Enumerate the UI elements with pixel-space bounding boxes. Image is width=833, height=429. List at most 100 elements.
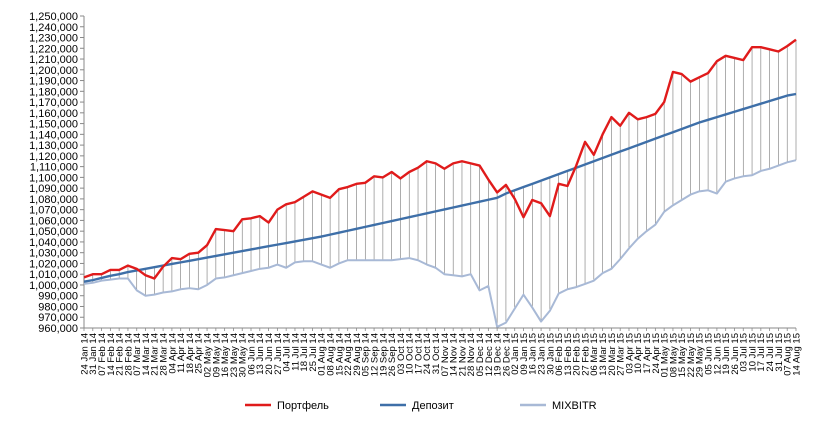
x-tick-label: 21 Mar 14 [150, 333, 161, 376]
x-tick-label: 23 Jan 15 [536, 333, 547, 375]
x-tick-label: 19 Dec 14 [493, 333, 504, 376]
y-tick-label: 1,080,000 [29, 194, 78, 206]
x-tick-label: 22 May 15 [686, 333, 697, 377]
x-tick-label: 13 Feb 15 [563, 333, 574, 376]
x-tick-label: 31 Jul 15 [774, 333, 785, 372]
y-tick-label: 1,000,000 [29, 280, 78, 292]
y-tick-label: 1,050,000 [29, 226, 78, 238]
x-tick-label: 08 May 15 [668, 333, 679, 377]
x-tick-label: 21 Nov 14 [457, 333, 468, 376]
y-tick-label: 1,120,000 [29, 151, 78, 163]
y-tick-label: 1,210,000 [29, 54, 78, 66]
x-tick-label: 07 Nov 14 [440, 333, 451, 376]
drop-lines [83, 39, 797, 327]
y-tick-label: 1,240,000 [29, 22, 78, 34]
y-tick-label: 960,000 [38, 323, 78, 335]
x-tick-label: 14 Feb 14 [106, 333, 117, 376]
y-tick-label: 980,000 [38, 301, 78, 313]
x-tick-label: 07 Feb 14 [97, 333, 108, 376]
x-tick-label: 27 Feb 15 [580, 333, 591, 376]
y-tick-label: 970,000 [38, 312, 78, 324]
x-tick-label: 18 Jul 14 [299, 333, 310, 372]
x-tick-label: 26 Dec 14 [501, 333, 512, 376]
y-tick-label: 1,250,000 [29, 11, 78, 23]
x-tick-label: 12 Dec 14 [484, 333, 495, 376]
y-tick-label: 1,220,000 [29, 43, 78, 55]
x-tick-label: 03 Oct 14 [396, 333, 407, 374]
series-line-mixbitr [83, 159, 797, 328]
y-tick-label: 1,200,000 [29, 65, 78, 77]
x-tick-label: 13 Jun 14 [255, 333, 266, 375]
y-tick-label: 1,150,000 [29, 119, 78, 131]
x-tick-label: 03 Jul 15 [739, 333, 750, 372]
x-tick-label: 15 May 15 [677, 333, 688, 377]
x-tick-label: 27 Mar 15 [616, 333, 627, 376]
x-tick-label: 06 Jun 14 [246, 333, 257, 375]
legend-label: Портфель [277, 400, 329, 412]
x-tick-label: 26 Jun 15 [730, 333, 741, 375]
y-axis: 960,000970,000980,000990,0001,000,0001,0… [29, 11, 85, 335]
x-tick-label: 29 Aug 14 [352, 333, 363, 376]
x-tick-label: 05 Sep 14 [361, 333, 372, 376]
x-tick-label: 05 Dec 14 [475, 333, 486, 376]
x-tick-label: 17 Apr 15 [642, 333, 653, 374]
x-tick-label: 19 Jun 15 [721, 333, 732, 375]
x-tick-label: 30 May 14 [238, 333, 249, 377]
x-tick-label: 02 May 14 [202, 333, 213, 377]
x-tick-label: 25 Apr 14 [194, 333, 205, 374]
y-tick-label: 990,000 [38, 291, 78, 303]
x-tick-label: 22 Aug 14 [343, 333, 354, 376]
legend-label: Депозит [412, 400, 454, 412]
y-tick-label: 1,230,000 [29, 33, 78, 45]
x-tick-label: 24 Jan 14 [79, 333, 90, 375]
y-tick-label: 1,140,000 [29, 129, 78, 141]
x-tick-label: 12 Sep 14 [369, 333, 380, 376]
y-tick-label: 1,100,000 [29, 172, 78, 184]
x-tick-label: 28 Nov 14 [466, 333, 477, 376]
x-tick-label: 04 Apr 14 [167, 333, 178, 374]
y-tick-label: 1,090,000 [29, 183, 78, 195]
x-tick-label: 27 Jun 14 [273, 333, 284, 375]
x-tick-label: 01 May 15 [660, 333, 671, 377]
x-tick-label: 14 Nov 14 [449, 333, 460, 376]
x-tick-label: 18 Apr 14 [185, 333, 196, 374]
x-tick-label: 04 Jul 14 [282, 333, 293, 372]
x-tick-label: 10 Apr 15 [633, 333, 644, 374]
x-tick-label: 16 May 14 [220, 333, 231, 377]
y-tick-label: 1,030,000 [29, 248, 78, 260]
x-tick-label: 02 Jan 15 [510, 333, 521, 375]
x-tick-label: 06 Feb 15 [554, 333, 565, 376]
y-tick-label: 1,130,000 [29, 140, 78, 152]
y-tick-label: 1,160,000 [29, 108, 78, 120]
y-tick-label: 1,010,000 [29, 269, 78, 281]
x-tick-label: 06 Mar 15 [589, 333, 600, 376]
x-tick-label: 08 Aug 14 [326, 333, 337, 376]
x-tick-label: 13 Mar 15 [598, 333, 609, 376]
y-tick-label: 1,110,000 [30, 162, 78, 174]
series-line-portfolio [83, 38, 797, 280]
x-tick-label: 15 Aug 14 [334, 333, 345, 376]
x-tick-label: 17 Oct 14 [413, 333, 424, 374]
x-tick-label: 23 May 14 [229, 333, 240, 377]
x-tick-label: 11 Apr 14 [176, 333, 187, 373]
x-tick-label: 29 May 15 [695, 333, 706, 377]
y-tick-label: 1,040,000 [29, 237, 78, 249]
y-tick-label: 1,190,000 [29, 76, 78, 88]
x-tick-label: 01 Aug 14 [317, 333, 328, 376]
x-tick-label: 20 Jun 14 [264, 333, 275, 375]
series-lines [83, 38, 797, 328]
y-tick-label: 1,180,000 [29, 86, 78, 98]
x-tick-label: 16 Jan 15 [528, 333, 539, 375]
x-tick-label: 28 Mar 14 [159, 333, 170, 376]
x-tick-label: 14 Aug 15 [791, 333, 802, 376]
x-tick-label: 28 Feb 14 [123, 333, 134, 376]
series-line-deposit [83, 92, 797, 283]
x-tick-label: 05 Jun 15 [704, 333, 715, 375]
x-tick-label: 31 Oct 14 [431, 333, 442, 374]
x-tick-label: 10 Oct 14 [405, 333, 416, 374]
x-tick-label: 12 Jun 15 [712, 333, 723, 375]
x-tick-label: 30 Jan 15 [545, 333, 556, 375]
x-tick-label: 03 Apr 15 [624, 333, 635, 374]
